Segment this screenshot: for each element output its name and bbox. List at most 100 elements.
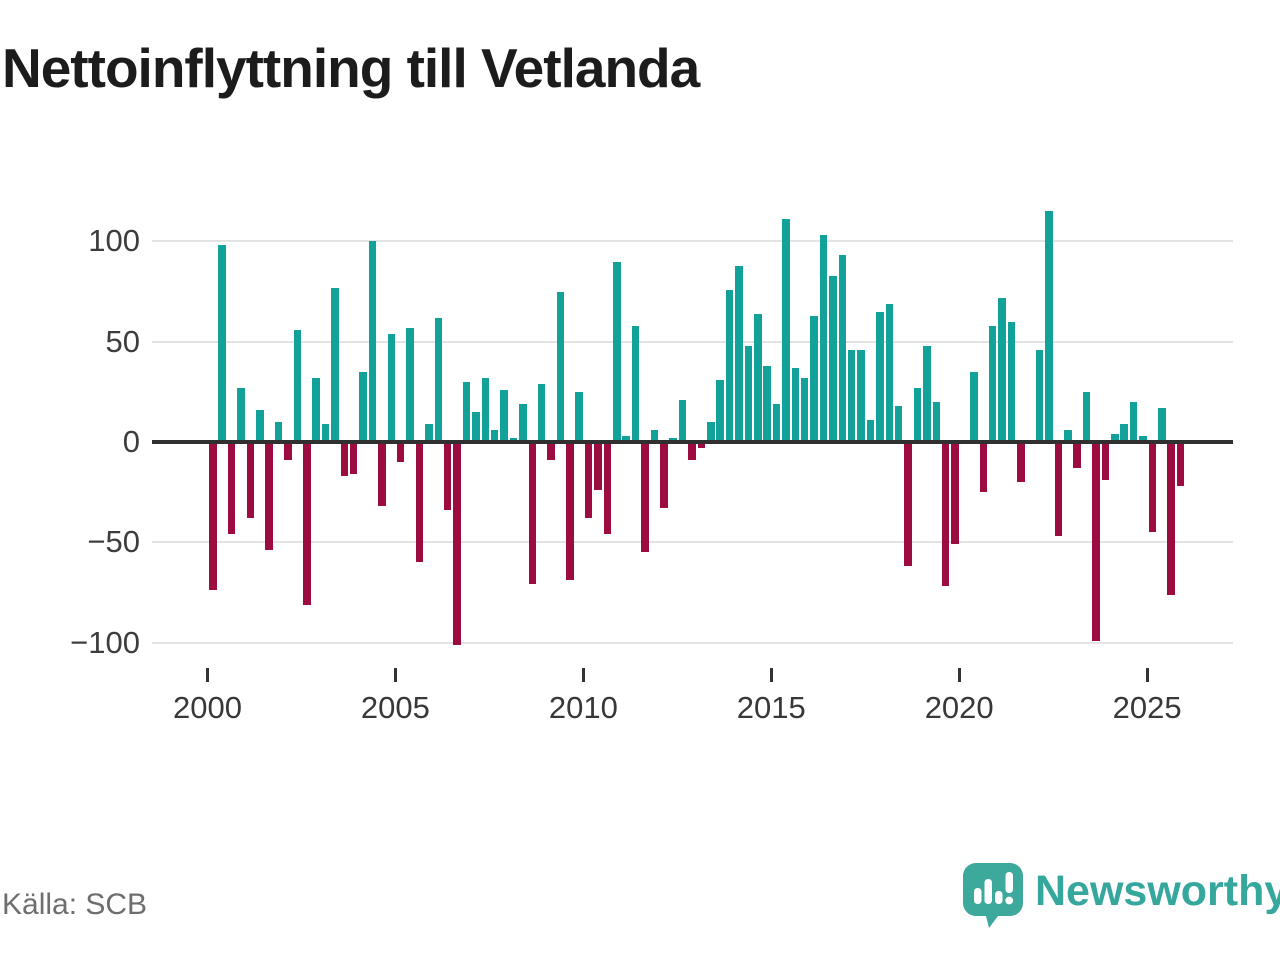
bar-negative — [941, 442, 950, 587]
bar-positive — [425, 423, 433, 442]
bar-positive — [387, 333, 396, 442]
x-axis-label: 2010 — [548, 690, 618, 725]
bar-negative — [265, 442, 273, 551]
bar-positive — [1129, 401, 1138, 442]
bar-positive — [575, 391, 583, 442]
bar-negative — [1092, 442, 1100, 641]
bar-positive — [744, 345, 753, 442]
newsworthy-speech-bubble-bar-chart-icon — [963, 863, 1023, 928]
bar-positive — [481, 377, 490, 442]
gridline — [152, 541, 1233, 544]
bar-negative — [697, 442, 706, 448]
bar-positive — [866, 419, 875, 442]
bar-negative — [1054, 442, 1063, 537]
bar-positive — [678, 399, 687, 442]
y-axis-label: 0 — [122, 424, 140, 459]
bar-positive — [650, 430, 659, 442]
bar-negative — [209, 442, 217, 591]
x-axis-label: 2025 — [1112, 690, 1182, 725]
bar-negative — [1101, 442, 1110, 481]
x-axis-tick — [581, 668, 585, 682]
bar-negative — [951, 442, 959, 545]
x-axis-label: 2020 — [924, 690, 994, 725]
bar-positive — [970, 371, 978, 442]
bar-negative — [594, 442, 602, 491]
bar-positive — [237, 387, 245, 442]
chart-title: Nettoinflyttning till Vetlanda — [2, 37, 700, 99]
bar-negative — [547, 442, 555, 461]
bar-positive — [218, 245, 226, 442]
x-axis-tick — [957, 668, 961, 682]
bar-positive — [876, 311, 884, 442]
bar-positive — [622, 436, 630, 442]
bar-negative — [378, 442, 386, 507]
bar-negative — [227, 442, 236, 535]
bar-positive — [490, 430, 499, 442]
y-axis-label: 100 — [88, 223, 140, 259]
bar-positive — [932, 401, 941, 442]
bar-negative — [660, 442, 668, 509]
bar-positive — [1007, 321, 1016, 442]
bar-positive — [819, 235, 828, 442]
bar-negative — [284, 442, 292, 461]
bar-negative — [904, 442, 912, 567]
zero-line — [152, 440, 1233, 444]
bar-positive — [1111, 434, 1119, 442]
bar-negative — [340, 442, 349, 477]
bar-positive — [763, 365, 771, 442]
bar-negative — [453, 442, 461, 645]
bar-negative — [443, 442, 452, 511]
bar-positive — [913, 387, 922, 442]
bar-positive — [772, 403, 781, 442]
bar-positive — [613, 261, 621, 442]
bar-positive — [857, 349, 865, 442]
bar-positive — [725, 289, 734, 442]
x-axis-tick — [393, 668, 397, 682]
bar-positive — [312, 377, 320, 442]
bar-positive — [519, 403, 527, 442]
bar-positive — [556, 291, 565, 442]
bar-positive — [472, 411, 480, 442]
bar-negative — [1167, 442, 1175, 595]
x-axis-tick — [206, 668, 209, 682]
bar-positive — [754, 313, 762, 442]
bar-negative — [246, 442, 255, 519]
x-axis-label: 2005 — [360, 690, 430, 725]
bar-positive — [810, 315, 818, 442]
bar-positive — [537, 383, 546, 442]
bar-positive — [707, 421, 715, 442]
bar-positive — [885, 303, 894, 442]
brand-logo: Newsworthy — [963, 861, 1280, 931]
gridline — [152, 340, 1233, 343]
bar-positive — [274, 421, 283, 442]
x-axis-label: 2015 — [736, 690, 806, 725]
bar-negative — [528, 442, 537, 585]
bar-positive — [406, 327, 414, 442]
bar-positive — [500, 389, 508, 442]
gridline — [152, 641, 1233, 644]
bar-positive — [847, 349, 856, 442]
bar-positive — [1120, 423, 1128, 442]
bar-negative — [641, 442, 649, 553]
bar-positive — [894, 405, 903, 442]
bar-negative — [688, 442, 696, 461]
bar-positive — [321, 423, 330, 442]
bar-negative — [1148, 442, 1157, 533]
bar-positive — [1035, 349, 1044, 442]
bar-positive — [1082, 391, 1091, 442]
bar-negative — [303, 442, 311, 605]
x-axis-tick — [769, 668, 773, 682]
bar-positive — [800, 377, 809, 442]
bar-positive — [791, 367, 800, 442]
bar-negative — [603, 442, 612, 535]
y-axis-label: 50 — [105, 323, 140, 359]
bar-negative — [1176, 442, 1185, 487]
bar-positive — [923, 345, 931, 442]
x-axis-label: 2000 — [173, 690, 242, 725]
bar-negative — [1017, 442, 1025, 483]
bar-positive — [1139, 436, 1147, 442]
bar-positive — [359, 371, 367, 442]
bar-positive — [434, 317, 443, 442]
